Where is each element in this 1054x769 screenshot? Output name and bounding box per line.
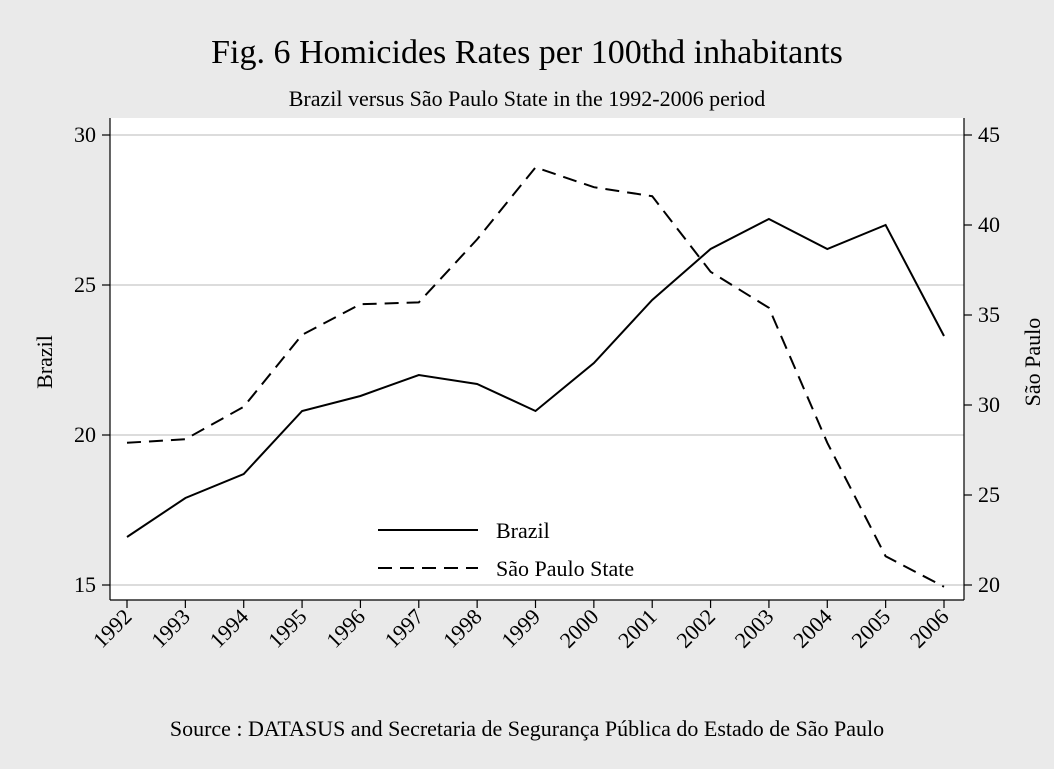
- x-tick-label: 1999: [496, 604, 545, 653]
- x-tick-label: 2002: [671, 604, 720, 653]
- y-right-tick-label: 45: [978, 122, 1000, 147]
- series-line-1: [126, 166, 945, 588]
- y-right-tick-label: 20: [978, 572, 1000, 597]
- x-tick-label: 1994: [204, 604, 253, 653]
- source-note: Source : DATASUS and Secretaria de Segur…: [169, 716, 885, 741]
- y-left-tick-label: 30: [74, 122, 96, 147]
- y-right-tick-label: 40: [978, 212, 1000, 237]
- x-tick-label: 1992: [88, 604, 137, 653]
- plot-area: [110, 118, 964, 600]
- y-axis-right-title: São Paulo: [1020, 318, 1045, 407]
- x-tick-label: 2000: [555, 604, 604, 653]
- x-tick-label: 1993: [146, 604, 195, 653]
- chart-subtitle: Brazil versus São Paulo State in the 199…: [288, 86, 766, 111]
- legend-label-1: São Paulo State: [496, 556, 634, 581]
- x-tick-label: 1997: [380, 604, 429, 653]
- y-right-tick-label: 30: [978, 392, 1000, 417]
- y-left-tick-label: 20: [74, 422, 96, 447]
- x-tick-label: 2006: [905, 604, 954, 653]
- x-tick-label: 2004: [788, 604, 837, 653]
- y-left-tick-label: 15: [74, 572, 96, 597]
- x-tick-label: 2003: [730, 604, 779, 653]
- y-axis-left-title: Brazil: [32, 335, 57, 389]
- chart-title: Fig. 6 Homicides Rates per 100thd inhabi…: [211, 34, 843, 71]
- x-tick-label: 1998: [438, 604, 487, 653]
- x-tick-label: 1996: [321, 604, 370, 653]
- y-right-tick-label: 25: [978, 482, 1000, 507]
- series-line-0: [126, 217, 945, 538]
- x-tick-label: 2005: [846, 604, 895, 653]
- legend-label-0: Brazil: [496, 518, 550, 543]
- x-tick-label: 1995: [263, 604, 312, 653]
- y-right-tick-label: 35: [978, 302, 1000, 327]
- x-tick-label: 2001: [613, 604, 662, 653]
- y-left-tick-label: 25: [74, 272, 96, 297]
